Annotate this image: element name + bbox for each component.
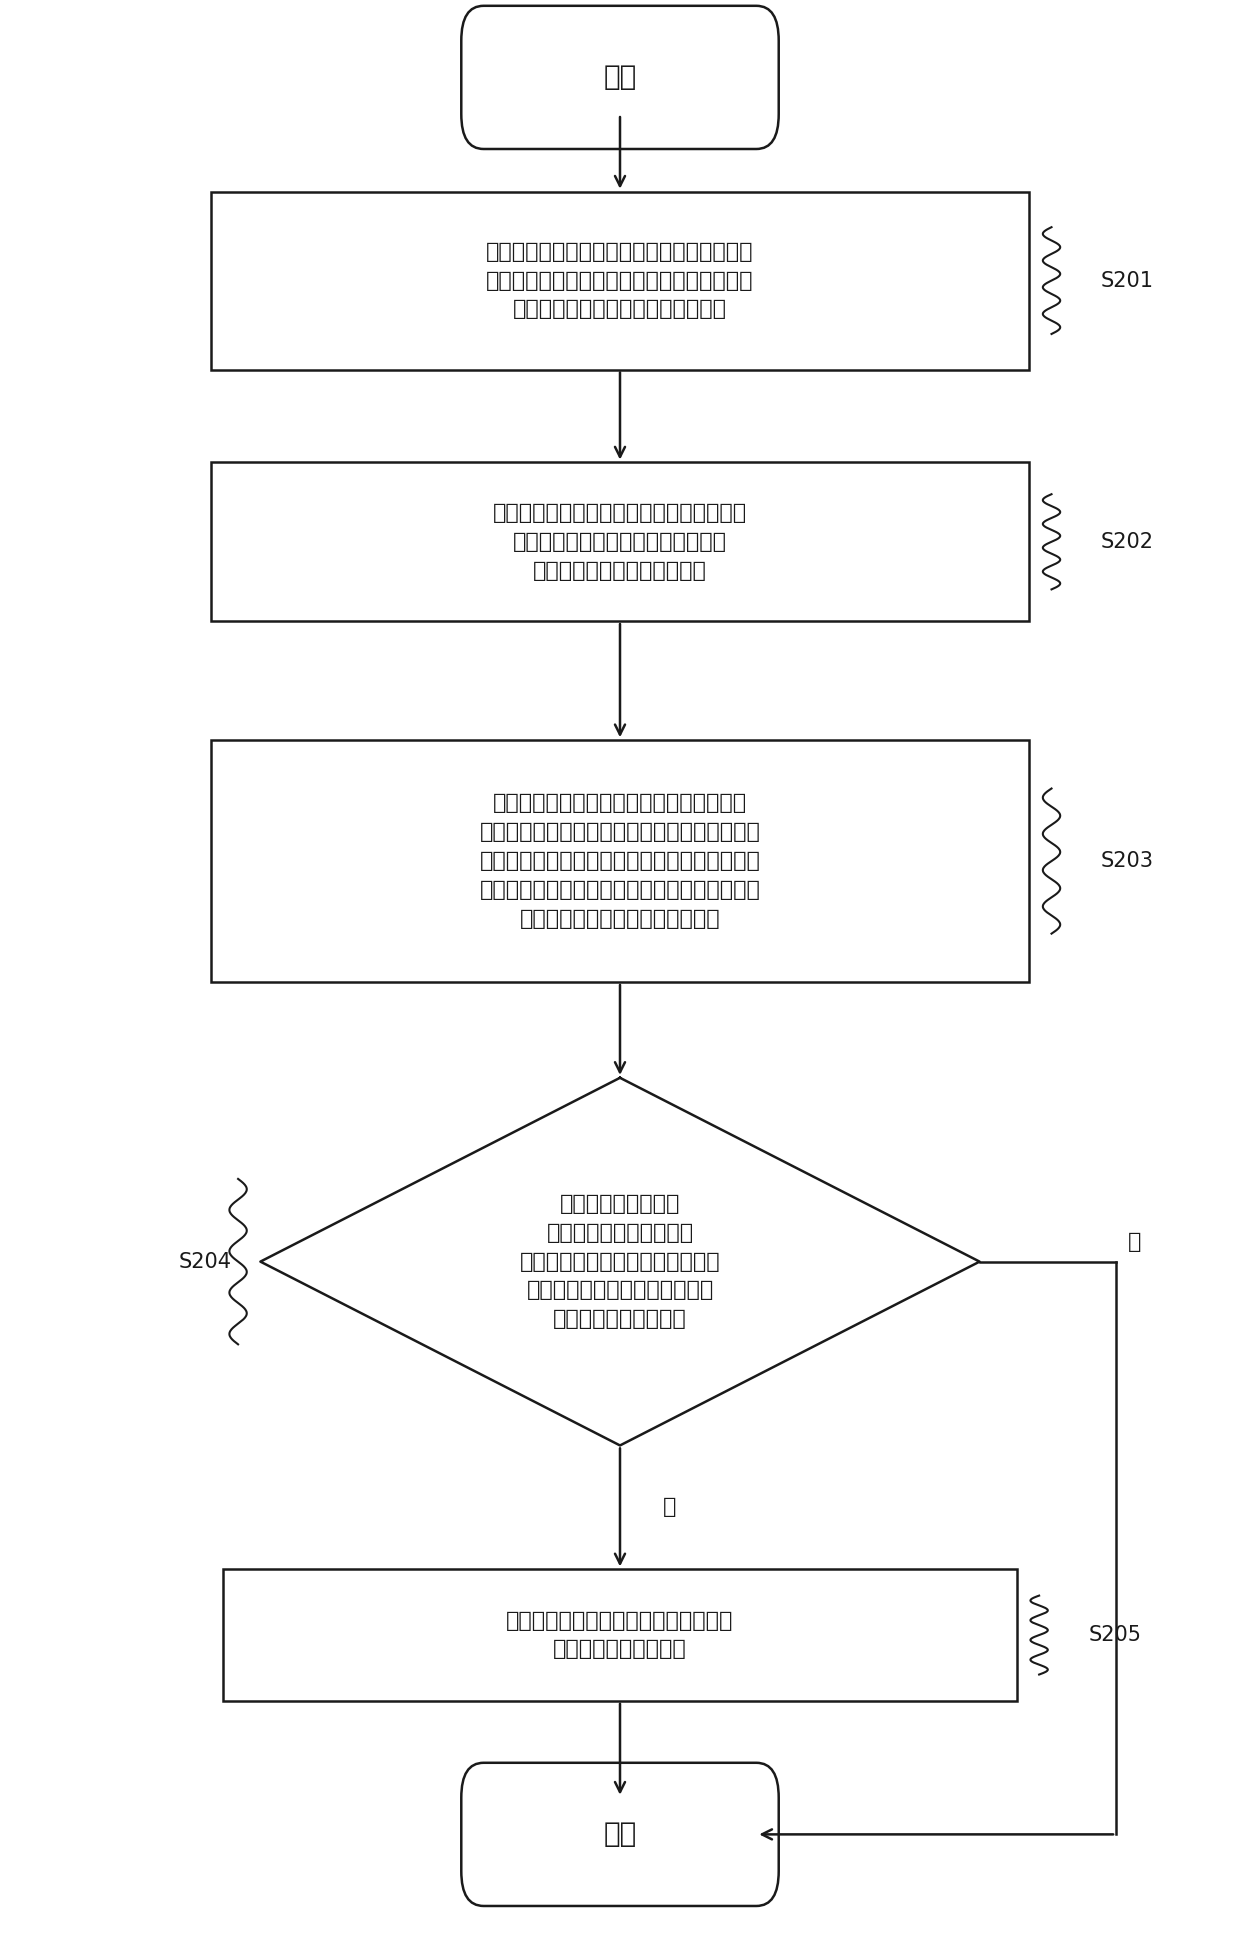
Text: S203: S203 xyxy=(1101,851,1154,871)
Text: 结束: 结束 xyxy=(604,1821,636,1848)
Text: 根据多个移动机器人各自的当前位置和规划
路径，为各个移动机器人分配与移动
机器人的位置相邻的节点区域: 根据多个移动机器人各自的当前位置和规划 路径，为各个移动机器人分配与移动 机器人… xyxy=(494,503,746,580)
Text: 确定第一移动机器人和第二移动机器人
之间处于互相死锁状态: 确定第一移动机器人和第二移动机器人 之间处于互相死锁状态 xyxy=(506,1610,734,1660)
Text: 否: 否 xyxy=(1128,1233,1141,1252)
FancyBboxPatch shape xyxy=(461,1763,779,1906)
Bar xyxy=(223,1569,1017,1701)
Bar xyxy=(211,739,1029,981)
Text: 当为第二移动机器人所分配的第二节点区域
与已分配至第一移动机器人的节点区域之间存在
重合时，标记该存在重合的节点区域为冲突状态
的冲突节点区域，并确定第一移动机: 当为第二移动机器人所分配的第二节点区域 与已分配至第一移动机器人的节点区域之间存… xyxy=(480,793,760,929)
Text: S204: S204 xyxy=(179,1252,232,1271)
FancyBboxPatch shape xyxy=(461,6,779,149)
Text: 获取多个移动机器人各自的当前位置和规划路
径，其中规划路径能够绕开预定区域内的障碍
物，以及预定区域包括多个节点区域: 获取多个移动机器人各自的当前位置和规划路 径，其中规划路径能够绕开预定区域内的障… xyxy=(486,242,754,319)
Bar xyxy=(211,462,1029,621)
Text: S202: S202 xyxy=(1101,532,1154,551)
Bar xyxy=(211,192,1029,370)
Text: 是: 是 xyxy=(663,1498,676,1517)
Text: S201: S201 xyxy=(1101,271,1154,290)
Text: 开始: 开始 xyxy=(604,64,636,91)
Text: S205: S205 xyxy=(1089,1625,1142,1645)
Text: 判断第一移动机器人
的第一规划路径通过冲突
节点区域的方向与第二移动机器人
的第二规划路径通过冲突节点区
域的方向是否正好相反: 判断第一移动机器人 的第一规划路径通过冲突 节点区域的方向与第二移动机器人 的第… xyxy=(520,1194,720,1329)
Polygon shape xyxy=(260,1078,980,1445)
